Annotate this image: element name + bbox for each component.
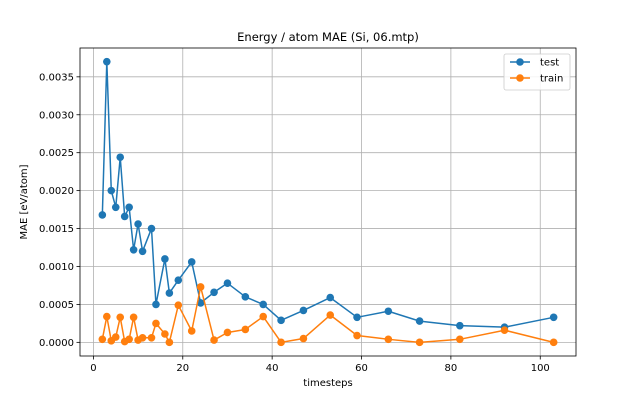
data-point-test — [125, 203, 133, 212]
legend: test train — [503, 53, 571, 91]
legend-box — [503, 53, 571, 91]
data-point-test — [107, 186, 116, 195]
data-point-test — [549, 313, 558, 322]
legend-marker-test — [516, 58, 524, 66]
data-point-train — [152, 319, 160, 328]
data-point-train — [241, 325, 250, 334]
data-point-train — [187, 327, 196, 335]
legend-marker-train — [516, 74, 524, 82]
data-point-train — [161, 330, 169, 338]
data-point-test — [456, 321, 464, 330]
data-point-test — [326, 293, 335, 302]
data-point-test — [210, 288, 218, 297]
data-point-test — [165, 289, 174, 297]
series-line-train — [101, 286, 554, 344]
x-tick-label: 60 — [355, 363, 368, 374]
data-point-train — [103, 312, 111, 321]
data-point-train — [210, 336, 218, 344]
data-point-train — [326, 311, 335, 319]
legend-label-test: test — [540, 58, 559, 69]
data-point-test — [103, 57, 111, 66]
data-point-test — [241, 293, 250, 301]
data-point-test — [259, 300, 268, 309]
data-point-train — [500, 326, 509, 335]
data-point-test — [98, 211, 107, 219]
series-layer — [98, 57, 558, 347]
data-point-train — [384, 335, 393, 344]
y-tick-label: 0.0000 — [39, 338, 74, 349]
data-point-test — [187, 258, 196, 266]
x-tick-label: 0 — [90, 363, 96, 374]
plot-frame — [79, 47, 577, 357]
x-tick-label: 40 — [266, 363, 279, 374]
y-tick-label: 0.0035 — [39, 72, 74, 83]
data-point-train — [129, 313, 138, 322]
data-point-test — [134, 220, 142, 228]
data-point-train — [111, 333, 120, 341]
data-point-train — [138, 333, 147, 342]
data-point-test — [196, 299, 205, 307]
data-point-test — [116, 153, 125, 162]
y-tick-label: 0.0015 — [39, 224, 74, 235]
data-point-test — [138, 247, 147, 256]
y-tick-label: 0.0010 — [39, 262, 74, 273]
x-tick-label: 80 — [445, 363, 458, 374]
data-point-test — [384, 307, 393, 316]
data-point-train — [196, 283, 205, 291]
x-tick-label: 20 — [176, 363, 189, 374]
data-point-test — [299, 306, 308, 315]
data-point-test — [277, 316, 285, 325]
series-test — [98, 57, 558, 331]
data-point-test — [353, 313, 361, 322]
data-point-train — [174, 301, 183, 309]
y-tick-label: 0.0005 — [39, 300, 74, 311]
data-point-test — [152, 300, 160, 309]
data-point-train — [116, 313, 125, 322]
data-point-test — [129, 245, 138, 254]
data-point-train — [125, 335, 133, 344]
y-tick-label: 0.0025 — [39, 148, 74, 159]
y-axis-label: MAE [eV/atom] — [19, 164, 30, 239]
ticks: 0 20 40 60 80 100 0.0000 0.0005 0.0010 0.0015 0.00… — [39, 72, 550, 374]
data-point-test — [111, 203, 120, 212]
data-point-train — [98, 335, 107, 344]
data-point-train — [259, 312, 268, 321]
data-point-test — [120, 212, 129, 221]
x-tick-label: 100 — [531, 363, 550, 374]
data-point-test — [223, 279, 232, 287]
x-axis-label: timesteps — [303, 378, 352, 389]
data-point-train — [353, 331, 361, 340]
data-point-test — [161, 255, 169, 263]
data-point-test — [174, 276, 183, 284]
series-line-test — [101, 60, 554, 328]
data-point-test — [415, 317, 424, 325]
legend-label-train: train — [540, 74, 563, 85]
data-point-test — [147, 224, 156, 233]
data-point-train — [299, 334, 308, 343]
data-point-train — [549, 338, 558, 347]
data-point-train — [277, 338, 285, 347]
data-point-train — [223, 328, 232, 337]
y-tick-label: 0.0030 — [39, 110, 74, 121]
data-point-train — [165, 338, 174, 347]
series-train — [98, 283, 558, 347]
chart-title: Energy / atom MAE (Si, 06.mtp) — [237, 30, 419, 44]
data-point-train — [456, 335, 464, 344]
y-tick-label: 0.0020 — [39, 186, 74, 197]
data-point-train — [415, 338, 424, 347]
data-point-train — [147, 333, 156, 342]
